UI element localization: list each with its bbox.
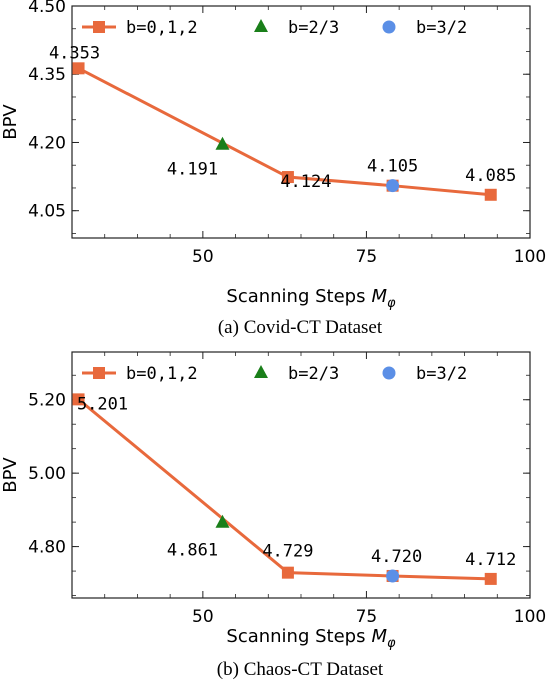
legend-label: b=0,1,2	[126, 18, 198, 38]
y-tick-label: 4.05	[28, 202, 66, 222]
x-axis-label: Scanning Steps Mφ	[226, 286, 396, 311]
chart-panel-1: 4.05 4.20 4.35 4.50 50 75 100 4.353 4.124 4.105 4.…	[0, 0, 546, 338]
y-tick-label: 4.50	[28, 0, 66, 17]
figure-caption: (b) Chaos-CT Dataset	[217, 659, 384, 680]
data-label: 4.105	[367, 157, 418, 177]
y-axis-label: BPV	[0, 104, 21, 140]
y-tick-label: 4.20	[28, 133, 66, 153]
y-tick-label: 4.35	[28, 65, 66, 85]
legend-square-marker	[93, 21, 105, 33]
data-point-triangle	[215, 136, 230, 150]
data-label: 4.729	[262, 542, 313, 562]
data-label: 4.085	[465, 166, 516, 186]
figure-caption: (a) Covid-CT Dataset	[218, 317, 383, 338]
data-point-square	[281, 171, 294, 184]
x-tick-label: 75	[356, 607, 378, 627]
data-point-square	[281, 566, 294, 579]
data-label: 4.861	[167, 541, 218, 561]
data-label: 4.720	[371, 547, 422, 567]
x-axis-label-text: Scanning Steps	[226, 286, 365, 307]
legend-label: b=2/3	[288, 18, 339, 38]
legend-circle-marker	[382, 366, 396, 380]
y-tick-label: 4.80	[28, 538, 66, 558]
y-tick-label: 5.00	[28, 464, 66, 484]
x-axis-label-subscript: φ	[387, 636, 396, 651]
legend-circle-marker	[382, 20, 396, 34]
legend-triangle-marker	[254, 365, 268, 378]
y-axis-label: BPV	[0, 457, 21, 493]
series-line-b=0,1,2	[77, 66, 491, 197]
legend-label: b=3/2	[416, 18, 467, 38]
legend-triangle-marker	[254, 19, 268, 32]
data-point-square	[484, 572, 497, 585]
data-label: 4.712	[465, 550, 516, 570]
data-point-triangle	[215, 514, 230, 528]
legend: b=0,1,2 b=2/3 b=3/2	[82, 364, 467, 384]
x-axis-label: Scanning Steps Mφ	[226, 626, 396, 651]
data-point-square	[484, 188, 497, 201]
x-tick-label: 100	[514, 607, 546, 627]
x-tick-label: 50	[192, 247, 214, 267]
legend-label: b=2/3	[288, 364, 339, 384]
x-tick-label: 100	[514, 247, 546, 267]
legend-label: b=0,1,2	[126, 364, 198, 384]
data-label: 4.124	[280, 172, 331, 192]
data-label: 4.191	[167, 160, 218, 180]
data-point-square	[72, 393, 85, 406]
y-tick-label: 5.20	[28, 391, 66, 411]
x-tick-label: 75	[356, 247, 378, 267]
x-axis-label-subscript: φ	[387, 296, 396, 311]
data-point-circle	[386, 179, 400, 193]
plot-frame	[71, 5, 531, 239]
data-label: 5.201	[77, 394, 128, 414]
chart-panel-2: 4.80 5.00 5.20 50 75 100 5.201 4.729 4.720 4.712 4…	[0, 351, 546, 680]
legend-label: b=3/2	[416, 364, 467, 384]
data-label: 4.353	[49, 43, 100, 63]
series-line-b=0,1,2	[77, 398, 491, 581]
x-axis-label-text: Scanning Steps	[226, 626, 365, 647]
x-axis-label-symbol: M	[371, 626, 387, 647]
data-point-square	[72, 62, 85, 75]
x-tick-label: 50	[192, 607, 214, 627]
legend: b=0,1,2 b=2/3 b=3/2	[82, 18, 467, 38]
legend-square-marker	[93, 367, 105, 379]
x-axis-label-symbol: M	[371, 286, 387, 307]
data-point-circle	[386, 569, 400, 583]
